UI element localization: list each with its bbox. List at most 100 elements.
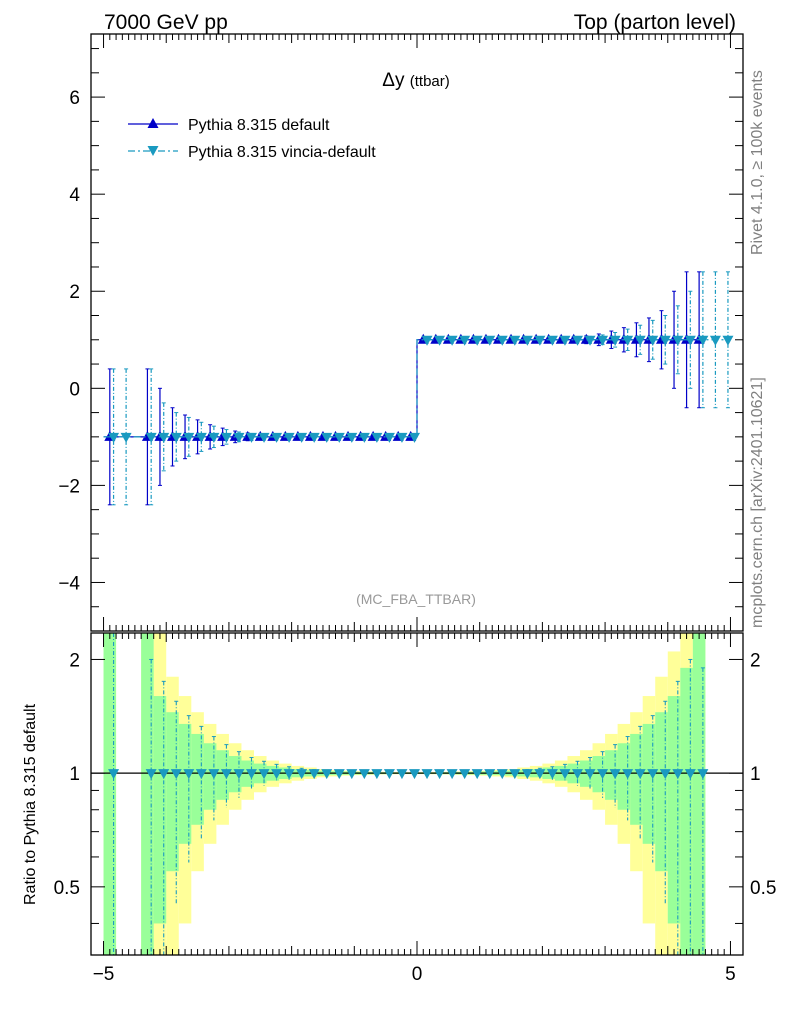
ratio-marker bbox=[108, 769, 120, 780]
marker-vincia bbox=[170, 432, 182, 443]
ratio-marker bbox=[659, 769, 671, 780]
marker-vincia bbox=[622, 335, 634, 346]
band-green bbox=[680, 667, 693, 955]
ratio-marker bbox=[534, 769, 546, 780]
legend-marker-default bbox=[147, 118, 159, 128]
ratio-marker bbox=[584, 769, 596, 780]
watermark: (MC_FBA_TTBAR) bbox=[356, 591, 476, 607]
ratio-marker bbox=[622, 769, 634, 780]
marker-vincia bbox=[546, 335, 558, 346]
legend-marker-vincia bbox=[147, 146, 159, 156]
ratio-marker bbox=[408, 769, 420, 780]
marker-vincia bbox=[647, 335, 659, 346]
marker-vincia bbox=[434, 335, 446, 346]
plot-title-main: Δy bbox=[382, 70, 405, 91]
ratio-marker bbox=[434, 769, 446, 780]
band-green bbox=[166, 712, 179, 872]
marker-vincia bbox=[446, 335, 458, 346]
marker-vincia bbox=[358, 432, 370, 443]
ratio-marker bbox=[233, 769, 245, 780]
ratio-marker bbox=[195, 769, 207, 780]
x-tick-label: 0 bbox=[412, 964, 423, 985]
marker-vincia bbox=[120, 432, 132, 443]
y-tick-label-main: 4 bbox=[69, 185, 80, 206]
marker-vincia bbox=[584, 335, 596, 346]
y-tick-label-main: 0 bbox=[69, 379, 80, 400]
band-green bbox=[642, 723, 656, 844]
band-green bbox=[178, 723, 192, 844]
ratio-marker bbox=[283, 769, 295, 780]
band-green bbox=[153, 696, 167, 924]
marker-vincia bbox=[421, 335, 433, 346]
marker-vincia bbox=[496, 335, 508, 346]
marker-vincia bbox=[308, 432, 320, 443]
legend-label-vincia: Pythia 8.315 vincia-default bbox=[188, 144, 376, 161]
band-green bbox=[141, 633, 154, 955]
marker-vincia bbox=[659, 335, 671, 346]
ratio-marker bbox=[346, 769, 358, 780]
band-green bbox=[630, 733, 643, 825]
band-green bbox=[203, 743, 217, 810]
marker-vincia bbox=[346, 432, 358, 443]
marker-vincia bbox=[684, 335, 696, 346]
marker-vincia bbox=[233, 432, 245, 443]
marker-vincia bbox=[333, 432, 345, 443]
ratio-marker bbox=[371, 769, 383, 780]
main-ticks: −4 −2 0 2 4 6 bbox=[58, 34, 743, 632]
marker-vincia bbox=[509, 335, 521, 346]
y-tick-label-ratio-right: 1 bbox=[750, 764, 761, 785]
ratio-marker bbox=[609, 769, 621, 780]
ratio-marker bbox=[183, 769, 195, 780]
ratio-marker bbox=[509, 769, 521, 780]
marker-vincia bbox=[158, 432, 170, 443]
series-line-1 bbox=[103, 339, 731, 438]
marker-vincia bbox=[408, 432, 420, 443]
ratio-marker bbox=[697, 769, 709, 780]
marker-vincia bbox=[183, 432, 195, 443]
ratio-marker bbox=[358, 769, 370, 780]
ratio-marker bbox=[634, 769, 646, 780]
marker-vincia bbox=[709, 335, 721, 346]
side-top-text: Rivet 4.1.0, ≥ 100k events bbox=[749, 70, 766, 255]
ratio-marker bbox=[484, 769, 496, 780]
marker-vincia bbox=[672, 335, 684, 346]
series-line-0 bbox=[103, 339, 706, 438]
ratio-marker bbox=[208, 769, 220, 780]
marker-vincia bbox=[722, 335, 734, 346]
marker-vincia bbox=[145, 432, 157, 443]
ratio-marker bbox=[258, 769, 270, 780]
band-green bbox=[617, 743, 631, 810]
marker-vincia bbox=[697, 335, 709, 346]
ratio-marker bbox=[684, 769, 696, 780]
ratio-marker bbox=[446, 769, 458, 780]
marker-vincia bbox=[271, 432, 283, 443]
marker-vincia bbox=[245, 432, 257, 443]
ratio-marker bbox=[521, 769, 533, 780]
marker-vincia bbox=[559, 335, 571, 346]
band-green bbox=[692, 633, 706, 955]
band-green bbox=[228, 756, 242, 793]
marker-vincia bbox=[383, 432, 395, 443]
ratio-marker bbox=[471, 769, 483, 780]
ratio-marker bbox=[546, 769, 558, 780]
ratio-marker bbox=[421, 769, 433, 780]
band-green bbox=[592, 756, 606, 793]
ratio-data-layer bbox=[91, 632, 743, 955]
band-green bbox=[103, 633, 117, 955]
y-tick-label-ratio: 2 bbox=[69, 650, 80, 671]
ratio-ticks: −5 0 5 0.5 0.5 1 1 2 2 bbox=[54, 633, 776, 985]
marker-vincia bbox=[321, 432, 333, 443]
ratio-marker bbox=[271, 769, 283, 780]
ratio-marker bbox=[158, 769, 170, 780]
ratio-marker bbox=[308, 769, 320, 780]
ratio-panel: −5 0 5 0.5 0.5 1 1 2 2 Ratio to Pythia 8.315 def… bbox=[22, 632, 776, 985]
marker-vincia bbox=[396, 432, 408, 443]
ratio-marker bbox=[145, 769, 157, 780]
marker-vincia bbox=[597, 335, 609, 346]
ratio-marker bbox=[459, 769, 471, 780]
ratio-marker bbox=[245, 769, 257, 780]
marker-vincia bbox=[484, 335, 496, 346]
ratio-ylabel: Ratio to Pythia 8.315 default bbox=[22, 703, 39, 905]
marker-vincia bbox=[283, 432, 295, 443]
